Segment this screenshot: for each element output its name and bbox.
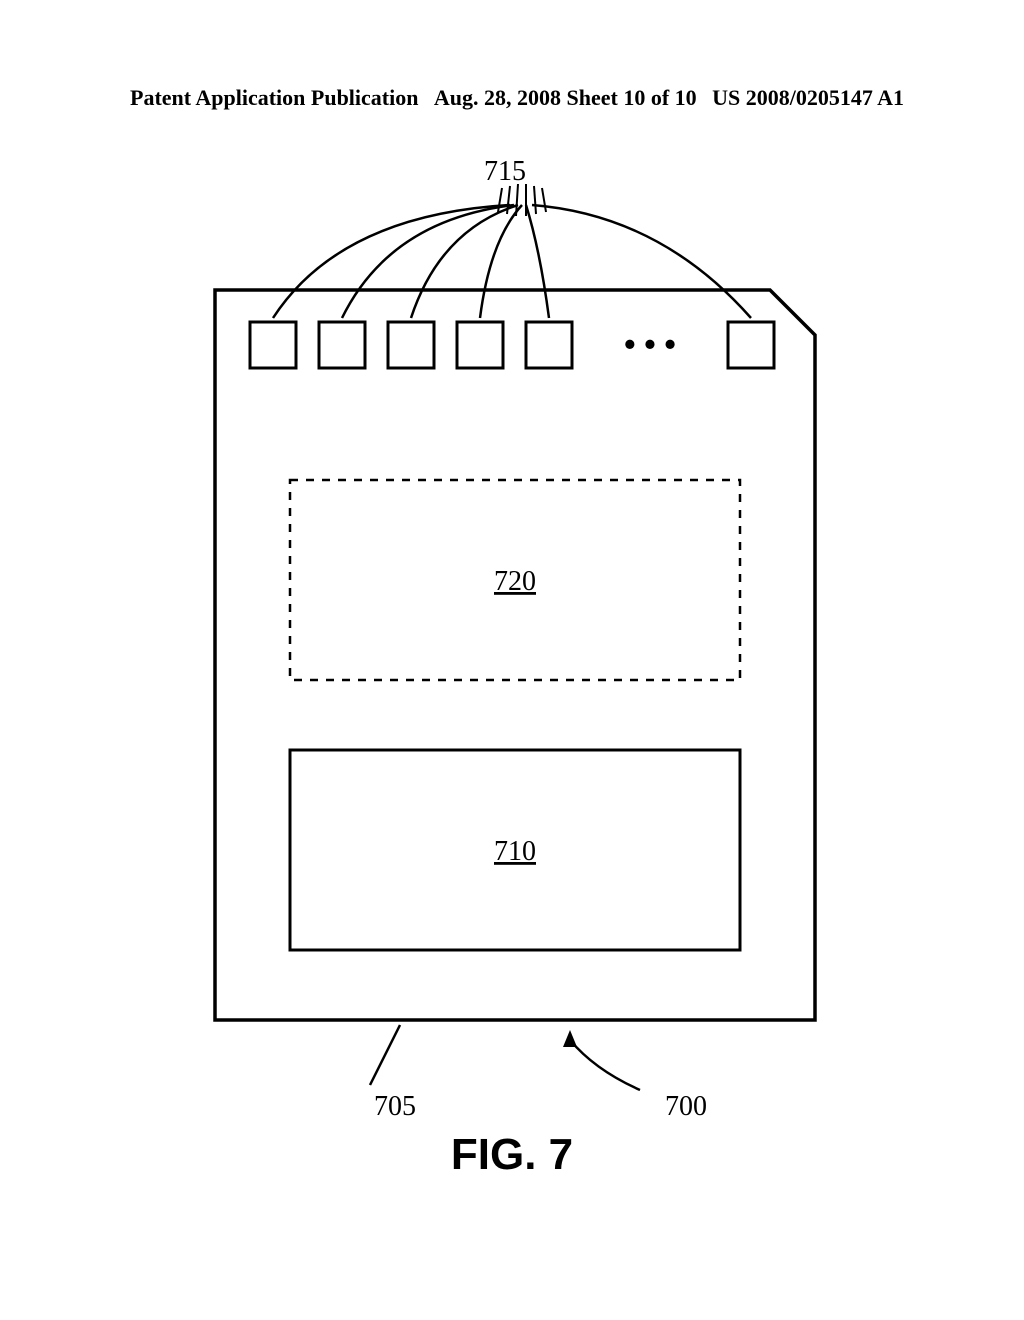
leader-700 [563,1030,640,1090]
pad-2 [319,322,365,368]
hatch-burst-715 [498,184,546,216]
page-header: Patent Application Publication Aug. 28, … [0,85,1024,111]
leader-lines-715 [273,205,751,318]
pad-5 [526,322,572,368]
card-outline [215,290,815,1020]
ref-720: 720 [494,566,536,597]
contact-pads [250,322,774,368]
pad-4 [457,322,503,368]
figure-7: • • • 715 720 710 705 700 [0,160,1024,1160]
header-right: US 2008/0205147 A1 [712,85,904,111]
ref-700: 700 [665,1091,707,1122]
pad-1 [250,322,296,368]
figure-label: FIG. 7 [0,1130,1024,1180]
pad-n [728,322,774,368]
header-center: Aug. 28, 2008 Sheet 10 of 10 [434,85,697,111]
ref-715: 715 [484,160,526,187]
ref-710: 710 [494,836,536,867]
pads-ellipsis: • • • [624,326,675,362]
leader-705 [370,1025,400,1085]
pad-3 [388,322,434,368]
ref-705: 705 [374,1091,416,1122]
header-left: Patent Application Publication [130,85,418,111]
